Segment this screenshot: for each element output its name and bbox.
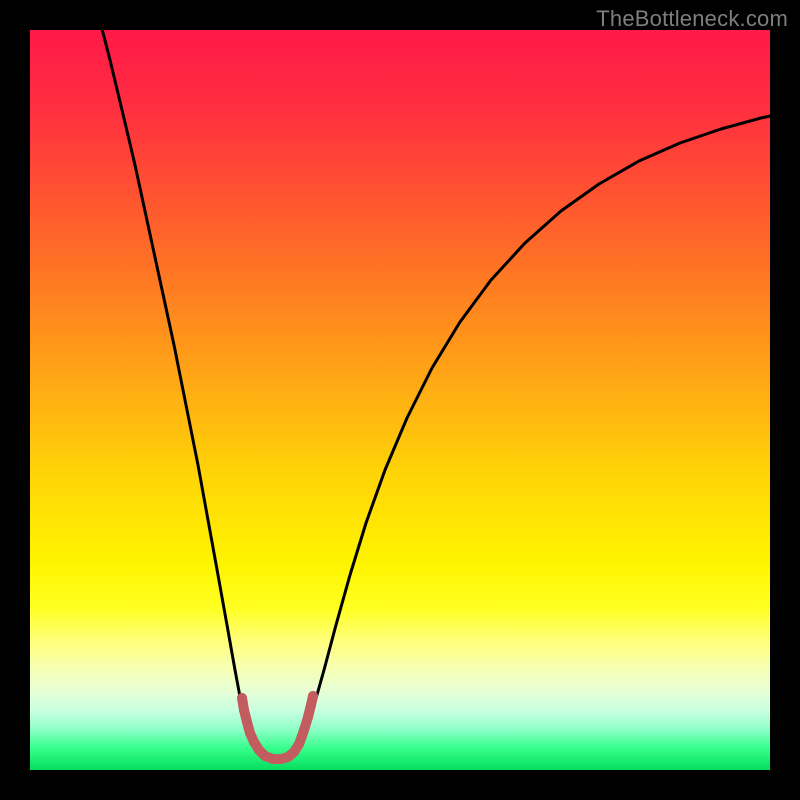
watermark-text: TheBottleneck.com bbox=[596, 6, 788, 32]
bottleneck-curve bbox=[30, 30, 770, 770]
chart-frame bbox=[30, 30, 770, 770]
